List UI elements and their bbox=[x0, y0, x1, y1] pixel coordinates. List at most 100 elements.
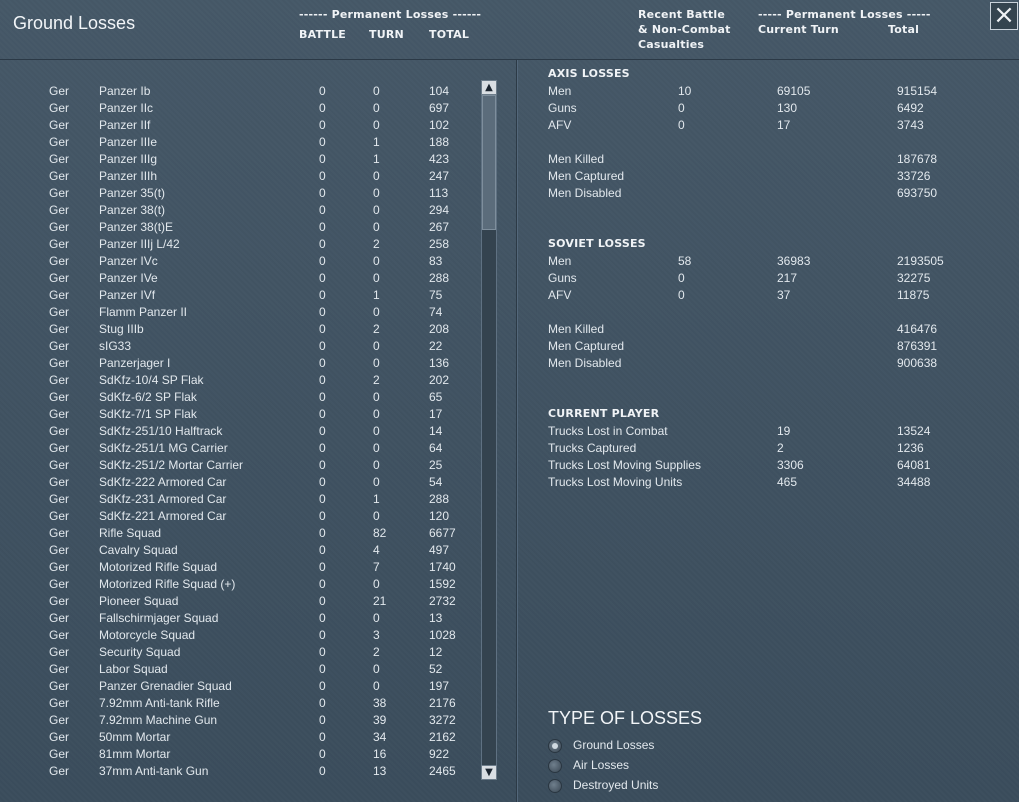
table-row[interactable]: Ger Panzer Grenadier Squad 0 0 197 bbox=[0, 679, 480, 696]
unit-name: Panzer IVc bbox=[99, 254, 158, 268]
table-row[interactable]: Ger Panzer 38(t) 0 0 294 bbox=[0, 203, 480, 220]
unit-turn-losses: 2 bbox=[373, 322, 380, 336]
unit-total-losses: 267 bbox=[429, 220, 450, 234]
player-row: Trucks Captured 2 1236 bbox=[548, 441, 1008, 458]
table-row[interactable]: Ger Panzer IIIh 0 0 247 bbox=[0, 169, 480, 186]
unit-total-losses: 258 bbox=[429, 237, 450, 251]
radio-button-icon[interactable] bbox=[548, 739, 562, 753]
unit-turn-losses: 0 bbox=[373, 84, 380, 98]
unit-name: Stug IIIb bbox=[99, 322, 144, 336]
unit-battle-losses: 0 bbox=[319, 390, 326, 404]
unit-total-losses: 697 bbox=[429, 101, 450, 115]
table-row[interactable]: Ger Cavalry Squad 0 4 497 bbox=[0, 543, 480, 560]
unit-battle-losses: 0 bbox=[319, 135, 326, 149]
table-row[interactable]: Ger 81mm Mortar 0 16 922 bbox=[0, 747, 480, 764]
unit-battle-losses: 0 bbox=[319, 152, 326, 166]
table-row[interactable]: Ger Pioneer Squad 0 21 2732 bbox=[0, 594, 480, 611]
table-row[interactable]: Ger Panzer IVf 0 1 75 bbox=[0, 288, 480, 305]
table-row[interactable]: Ger Panzer Ib 0 0 104 bbox=[0, 84, 480, 101]
unit-turn-losses: 0 bbox=[373, 407, 380, 421]
unit-total-losses: 2465 bbox=[429, 764, 456, 778]
unit-turn-losses: 0 bbox=[373, 305, 380, 319]
table-row[interactable]: Ger Rifle Squad 0 82 6677 bbox=[0, 526, 480, 543]
table-row[interactable]: Ger SdKfz-251/10 Halftrack 0 0 14 bbox=[0, 424, 480, 441]
unit-name: 81mm Mortar bbox=[99, 747, 171, 761]
unit-battle-losses: 0 bbox=[319, 645, 326, 659]
table-row[interactable]: Ger Labor Squad 0 0 52 bbox=[0, 662, 480, 679]
table-row[interactable]: Ger SdKfz-231 Armored Car 0 1 288 bbox=[0, 492, 480, 509]
unit-battle-losses: 0 bbox=[319, 84, 326, 98]
table-row[interactable]: Ger 7.92mm Machine Gun 0 39 3272 bbox=[0, 713, 480, 730]
unit-nationality: Ger bbox=[49, 271, 70, 285]
close-button[interactable]: × bbox=[990, 2, 1018, 30]
player-row-turn: 2 bbox=[777, 441, 784, 455]
radio-button-icon[interactable] bbox=[548, 779, 562, 793]
table-row[interactable]: Ger Panzer IIIe 0 1 188 bbox=[0, 135, 480, 152]
soviet-row-label: AFV bbox=[548, 288, 572, 302]
unit-nationality: Ger bbox=[49, 322, 70, 336]
table-row[interactable]: Ger 37mm Anti-tank Gun 0 13 2465 bbox=[0, 764, 480, 781]
unit-battle-losses: 0 bbox=[319, 441, 326, 455]
loss-type-option[interactable]: Ground Losses bbox=[548, 738, 748, 756]
unit-nationality: Ger bbox=[49, 475, 70, 489]
table-row[interactable]: Ger Security Squad 0 2 12 bbox=[0, 645, 480, 662]
player-row-total: 13524 bbox=[897, 424, 931, 438]
loss-type-option[interactable]: Air Losses bbox=[548, 758, 748, 776]
unit-nationality: Ger bbox=[49, 186, 70, 200]
table-row[interactable]: Ger Motorized Rifle Squad 0 7 1740 bbox=[0, 560, 480, 577]
table-row[interactable]: Ger Panzerjager I 0 0 136 bbox=[0, 356, 480, 373]
scroll-up-button[interactable]: ▲ bbox=[481, 80, 497, 95]
table-row[interactable]: Ger Panzer 35(t) 0 0 113 bbox=[0, 186, 480, 203]
table-row[interactable]: Ger Panzer 38(t)E 0 0 267 bbox=[0, 220, 480, 237]
scrollbar-thumb[interactable] bbox=[482, 95, 496, 230]
unit-turn-losses: 13 bbox=[373, 764, 387, 778]
table-row[interactable]: Ger Flamm Panzer II 0 0 74 bbox=[0, 305, 480, 322]
axis-row-battle: 0 bbox=[678, 118, 685, 132]
unit-battle-losses: 0 bbox=[319, 373, 326, 387]
table-row[interactable]: Ger Motorized Rifle Squad (+) 0 0 1592 bbox=[0, 577, 480, 594]
table-row[interactable]: Ger SdKfz-251/2 Mortar Carrier 0 0 25 bbox=[0, 458, 480, 475]
unit-turn-losses: 0 bbox=[373, 118, 380, 132]
table-row[interactable]: Ger Panzer IIf 0 0 102 bbox=[0, 118, 480, 135]
unit-battle-losses: 0 bbox=[319, 458, 326, 472]
table-row[interactable]: Ger 50mm Mortar 0 34 2162 bbox=[0, 730, 480, 747]
table-row[interactable]: Ger Stug IIIb 0 2 208 bbox=[0, 322, 480, 339]
table-row[interactable]: Ger SdKfz-251/1 MG Carrier 0 0 64 bbox=[0, 441, 480, 458]
table-row[interactable]: Ger Panzer IVe 0 0 288 bbox=[0, 271, 480, 288]
table-row[interactable]: Ger Panzer IIc 0 0 697 bbox=[0, 101, 480, 118]
table-row[interactable]: Ger Panzer IVc 0 0 83 bbox=[0, 254, 480, 271]
table-row[interactable]: Ger SdKfz-7/1 SP Flak 0 0 17 bbox=[0, 407, 480, 424]
unit-battle-losses: 0 bbox=[319, 747, 326, 761]
radio-button-icon[interactable] bbox=[548, 759, 562, 773]
axis-row-total: 915154 bbox=[897, 84, 938, 98]
unit-battle-losses: 0 bbox=[319, 543, 326, 557]
axis-row-turn: 130 bbox=[777, 101, 798, 115]
scroll-down-button[interactable]: ▼ bbox=[481, 765, 497, 780]
unit-turn-losses: 16 bbox=[373, 747, 387, 761]
unit-total-losses: 17 bbox=[429, 407, 443, 421]
axis-detail-total: 693750 bbox=[897, 186, 938, 200]
table-row[interactable]: Ger Panzer IIIg 0 1 423 bbox=[0, 152, 480, 169]
table-row[interactable]: Ger Motorcycle Squad 0 3 1028 bbox=[0, 628, 480, 645]
table-row[interactable]: Ger sIG33 0 0 22 bbox=[0, 339, 480, 356]
unit-turn-losses: 0 bbox=[373, 577, 380, 591]
axis-row-battle: 10 bbox=[678, 84, 692, 98]
unit-nationality: Ger bbox=[49, 373, 70, 387]
unit-name: Panzer IIIe bbox=[99, 135, 158, 149]
table-row[interactable]: Ger SdKfz-221 Armored Car 0 0 120 bbox=[0, 509, 480, 526]
table-row[interactable]: Ger Fallschirmjager Squad 0 0 13 bbox=[0, 611, 480, 628]
unit-turn-losses: 1 bbox=[373, 492, 380, 506]
table-row[interactable]: Ger SdKfz-222 Armored Car 0 0 54 bbox=[0, 475, 480, 492]
soviet-losses-title: SOVIET LOSSES bbox=[548, 237, 646, 250]
loss-type-option[interactable]: Destroyed Units bbox=[548, 778, 748, 796]
table-row[interactable]: Ger 7.92mm Anti-tank Rifle 0 38 2176 bbox=[0, 696, 480, 713]
soviet-row-turn: 36983 bbox=[777, 254, 811, 268]
unit-total-losses: 2176 bbox=[429, 696, 456, 710]
player-row: Trucks Lost Moving Units 465 34488 bbox=[548, 475, 1008, 492]
unit-total-losses: 6677 bbox=[429, 526, 456, 540]
table-row[interactable]: Ger SdKfz-10/4 SP Flak 0 2 202 bbox=[0, 373, 480, 390]
unit-nationality: Ger bbox=[49, 764, 70, 778]
table-row[interactable]: Ger Panzer IIIj L/42 0 2 258 bbox=[0, 237, 480, 254]
table-row[interactable]: Ger SdKfz-6/2 SP Flak 0 0 65 bbox=[0, 390, 480, 407]
unit-nationality: Ger bbox=[49, 713, 70, 727]
